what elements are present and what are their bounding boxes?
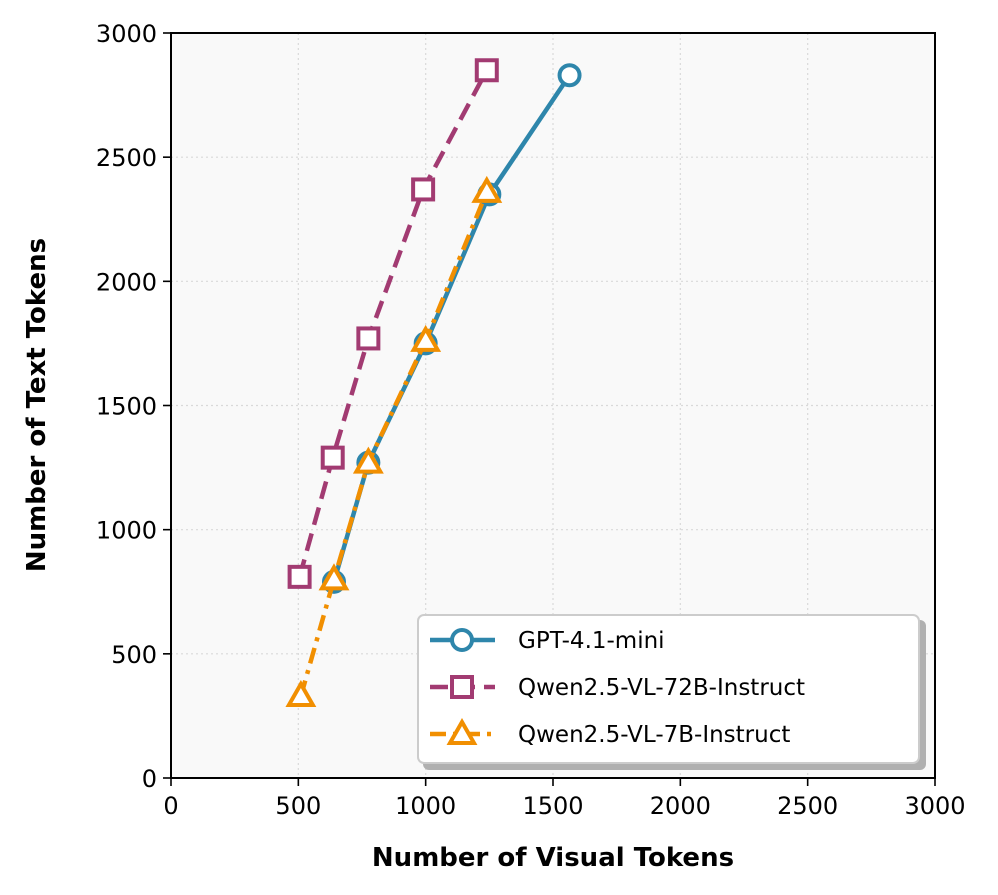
- y-tick-label: 500: [111, 641, 157, 669]
- data-point: [557, 63, 582, 88]
- data-point: [474, 58, 499, 83]
- legend-label: Qwen2.5-VL-72B-Instruct: [518, 675, 805, 701]
- x-tick-label: 500: [275, 792, 321, 820]
- data-point: [410, 324, 442, 352]
- y-tick-label: 1500: [96, 393, 157, 421]
- data-point: [318, 563, 350, 591]
- axis-ticks: 0 500 1000 1500 2000 2500 3000 0 500 1000 1500 2000…: [96, 20, 966, 820]
- x-tick-label: 2000: [650, 792, 711, 820]
- data-point: [285, 680, 317, 708]
- y-tick-label: 2000: [96, 268, 157, 296]
- y-axis-title: Number of Text Tokens: [22, 238, 52, 572]
- y-tick-label: 2500: [96, 144, 157, 172]
- x-tick-label: 3000: [904, 792, 965, 820]
- x-axis-title: Number of Visual Tokens: [372, 843, 734, 873]
- series-2: [285, 175, 503, 708]
- data-point: [287, 564, 312, 589]
- legend-label: Qwen2.5-VL-7B-Instruct: [518, 722, 790, 748]
- y-tick-label: 1000: [96, 517, 157, 545]
- data-point: [356, 326, 381, 351]
- legend-label: GPT-4.1-mini: [518, 628, 665, 654]
- series-1: [287, 58, 499, 589]
- legend-item: Qwen2.5-VL-72B-Instruct: [430, 675, 805, 701]
- y-tick-label: 0: [142, 765, 157, 793]
- data-point: [320, 445, 345, 470]
- x-tick-label: 1000: [395, 792, 456, 820]
- x-tick-label: 2500: [777, 792, 838, 820]
- x-tick-label: 1500: [522, 792, 583, 820]
- data-point: [411, 177, 436, 202]
- legend-box: [417, 614, 920, 764]
- legend-items: GPT-4.1-mini Qwen2.5-VL-72B-Instruct Qwen2…: [430, 628, 805, 748]
- legend-item: Qwen2.5-VL-7B-Instruct: [430, 717, 790, 748]
- data-point: [352, 446, 384, 474]
- legend-marker: [450, 628, 474, 652]
- legend: GPT-4.1-mini Qwen2.5-VL-72B-Instruct Qwen2…: [417, 614, 926, 770]
- legend-marker: [450, 675, 474, 699]
- y-tick-label: 3000: [96, 20, 157, 48]
- x-tick-label: 0: [163, 792, 178, 820]
- legend-item: GPT-4.1-mini: [430, 628, 665, 654]
- series-layer: [285, 58, 582, 708]
- legend-marker: [446, 717, 478, 745]
- data-point: [471, 175, 503, 203]
